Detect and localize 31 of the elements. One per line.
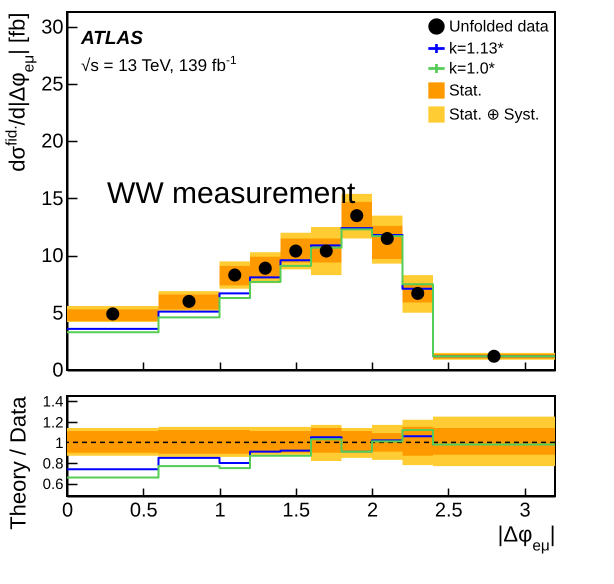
y-tick-label: 20: [41, 130, 64, 153]
x-tick-label: 1: [214, 500, 226, 522]
x-tick-label: 2.5: [434, 500, 463, 522]
y-tick-label: 1.4: [42, 394, 64, 411]
x-tick-label: 2: [366, 500, 378, 522]
y-tick-label: 15: [41, 188, 64, 210]
y-axis-title: Theory / Data: [6, 396, 31, 530]
x-axis-title: |Δφ$_{eμ}$|: [498, 522, 556, 554]
legend-label: k=1.13*: [449, 40, 504, 58]
legend-label: k=1.0*: [449, 60, 495, 78]
x-tick-label: 0.5: [130, 500, 158, 522]
y-tick-label: 0.8: [42, 456, 64, 473]
x-tick-label: 1.5: [282, 500, 310, 522]
y-tick-label: 5: [52, 302, 64, 324]
legend-label: Stat.: [449, 82, 482, 100]
legend-label: Stat. ⊕ Syst.: [449, 106, 540, 124]
y-tick-label: 0.6: [42, 476, 64, 494]
point: [487, 350, 501, 363]
y-tick-label: 1: [55, 434, 64, 452]
annotation: √s = 13 TeV, 139 fb$^{-1}$: [81, 53, 237, 75]
y-tick-label: 25: [41, 74, 64, 96]
point: [182, 294, 196, 308]
y-tick-label: 1.2: [42, 414, 64, 432]
x-tick-label: 3: [519, 500, 531, 522]
legend-label: Unfolded data: [449, 18, 549, 36]
point: [106, 307, 120, 320]
y-tick-label: 10: [41, 245, 64, 268]
annotation: WW measurement: [107, 177, 356, 210]
y-tick-label: 0: [52, 360, 64, 382]
annotation: ATLAS: [80, 28, 144, 49]
y-tick-label: 30: [41, 16, 64, 38]
